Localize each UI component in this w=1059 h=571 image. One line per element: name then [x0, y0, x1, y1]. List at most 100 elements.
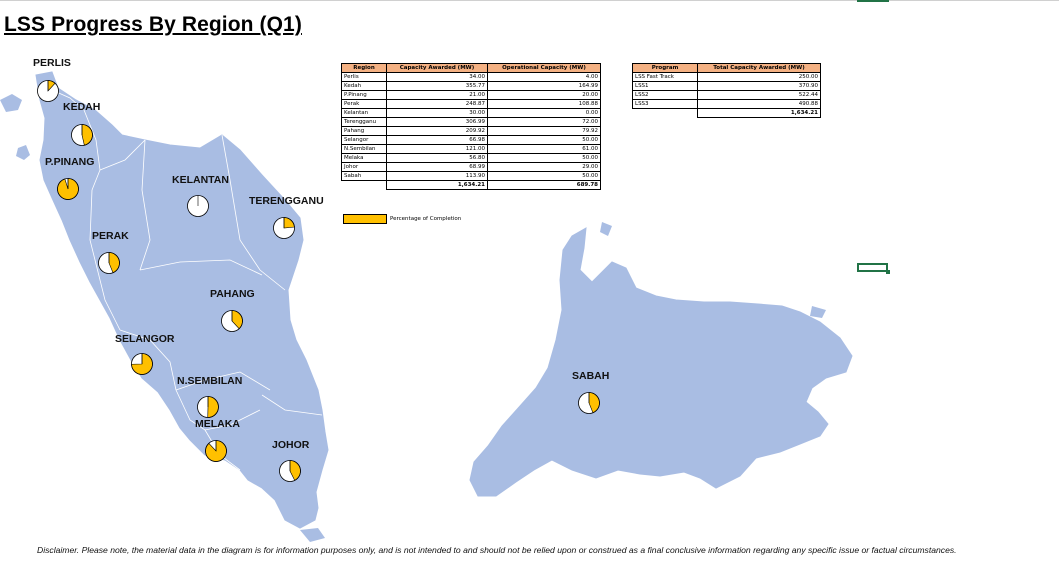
program-total: 1,634.21	[697, 108, 821, 118]
cell-capacity-awarded: 121.00	[386, 144, 488, 154]
header-region: Region	[341, 63, 387, 73]
pie-outline	[205, 440, 227, 462]
cell-capacity-awarded: 248.87	[386, 99, 488, 109]
cell-region: Melaka	[341, 153, 387, 163]
header-operational-capacity: Operational Capacity (MW)	[487, 63, 601, 73]
total-operational-capacity: 689.78	[487, 180, 601, 190]
cell-capacity-awarded: 306.99	[386, 117, 488, 127]
selected-cell[interactable]	[857, 263, 888, 272]
cell-region: Selangor	[341, 135, 387, 145]
pie-outline	[273, 217, 295, 239]
table-row: N.Sembilan 121.00 61.00	[341, 144, 601, 154]
pie-slice-completed	[207, 396, 219, 418]
pie-outline	[221, 310, 243, 332]
region-label-sabah: SABAH	[572, 370, 610, 382]
pie-outline	[131, 353, 153, 375]
pie-pahang	[221, 310, 243, 332]
pie-outline	[37, 80, 59, 102]
pie-johor	[279, 460, 301, 482]
pie-nsembilan	[197, 396, 219, 418]
pie-slice-completed	[81, 124, 93, 146]
langkawi-island	[0, 94, 22, 112]
cell-region: Terengganu	[341, 117, 387, 127]
cell-region: Kelantan	[341, 108, 387, 118]
blank-cell	[633, 109, 698, 118]
header-total-capacity: Total Capacity Awarded (MW)	[697, 63, 821, 73]
cell-region: Sabah	[341, 171, 387, 181]
region-label-kelantan: KELANTAN	[172, 174, 229, 186]
blank-cell	[342, 181, 387, 190]
table-row: Kedah 355.77 164.99	[341, 81, 601, 91]
pie-outline	[57, 178, 79, 200]
table-row: Perak 248.87 108.88	[341, 99, 601, 109]
pie-selangor	[131, 353, 153, 375]
cell-capacity-awarded: 30.00	[386, 108, 488, 118]
page-title: LSS Progress By Region (Q1)	[4, 13, 302, 36]
region-capacity-table: Region Capacity Awarded (MW) Operational…	[341, 63, 601, 190]
cell-operational-capacity: 72.00	[487, 117, 601, 127]
sabah-island-east	[810, 306, 826, 318]
region-label-selangor: SELANGOR	[115, 333, 175, 345]
cell-operational-capacity: 0.00	[487, 108, 601, 118]
region-label-terengganu: TERENGGANU	[249, 195, 324, 207]
cell-program: LSS2	[632, 90, 698, 100]
disclaimer-text: Disclaimer. Please note, the material da…	[37, 545, 957, 555]
cell-operational-capacity: 79.92	[487, 126, 601, 136]
region-label-perlis: PERLIS	[33, 57, 71, 69]
cell-region: Perlis	[341, 72, 387, 82]
top-border-line	[0, 0, 1059, 1]
table-total-row: 1,634.21 689.78	[342, 180, 601, 190]
cell-capacity-awarded: 209.92	[386, 126, 488, 136]
cell-program: LSS Fast Track	[632, 72, 698, 82]
cell-operational-capacity: 50.00	[487, 153, 601, 163]
pie-outline	[197, 396, 219, 418]
cell-capacity-awarded: 34.00	[386, 72, 488, 82]
pie-outline	[98, 252, 120, 274]
pie-sabah	[578, 392, 600, 414]
pie-kelantan	[187, 195, 209, 217]
pie-outline	[578, 392, 600, 414]
table-header-row: Program Total Capacity Awarded (MW)	[632, 63, 821, 73]
cell-operational-capacity: 50.00	[487, 171, 601, 181]
cell-program: LSS1	[632, 81, 698, 91]
legend-label: Percentage of Completion	[390, 216, 462, 222]
cell-capacity-awarded: 355.77	[386, 81, 488, 91]
pie-melaka	[205, 440, 227, 462]
table-row: Selangor 66.98 50.00	[341, 135, 601, 145]
cell-region: Johor	[341, 162, 387, 172]
pie-terengganu	[273, 217, 295, 239]
table-row: Johor 68.99 29.00	[341, 162, 601, 172]
region-table-body: Perlis 34.00 4.00 Kedah 355.77 164.99 P.Pinang…	[341, 72, 601, 190]
peninsular-landmass	[35, 71, 329, 529]
table-row: LSS1 370.90	[632, 81, 821, 91]
cell-region: P.Pinang	[341, 90, 387, 100]
fill-handle[interactable]	[886, 270, 890, 274]
total-capacity-awarded: 1,634.21	[386, 180, 488, 190]
pie-outline	[187, 195, 209, 217]
table-row: LSS3 490.88	[632, 99, 821, 109]
cell-region: Kedah	[341, 81, 387, 91]
program-table-body: LSS Fast Track 250.00 LSS1 370.90 LSS2 522.44…	[632, 72, 821, 118]
cell-total-capacity: 490.88	[697, 99, 821, 109]
table-row: Kelantan 30.00 0.00	[341, 108, 601, 118]
region-label-ppinang: P.PINANG	[45, 156, 95, 168]
cell-region: Pahang	[341, 126, 387, 136]
cell-operational-capacity: 50.00	[487, 135, 601, 145]
cell-region: N.Sembilan	[341, 144, 387, 154]
cell-total-capacity: 522.44	[697, 90, 821, 100]
table-total-row: 1,634.21	[633, 108, 821, 118]
cell-capacity-awarded: 66.98	[386, 135, 488, 145]
table-row: Sabah 113.90 50.00	[341, 171, 601, 181]
pie-outline	[71, 124, 93, 146]
pie-perak	[98, 252, 120, 274]
legend-swatch	[343, 214, 387, 224]
table-row: LSS Fast Track 250.00	[632, 72, 821, 82]
pie-perlis	[37, 80, 59, 102]
table-row: P.Pinang 21.00 20.00	[341, 90, 601, 100]
penang-island	[16, 145, 30, 160]
singapore-area	[300, 528, 325, 542]
table-row: LSS2 522.44	[632, 90, 821, 100]
cell-operational-capacity: 61.00	[487, 144, 601, 154]
pie-outline	[279, 460, 301, 482]
